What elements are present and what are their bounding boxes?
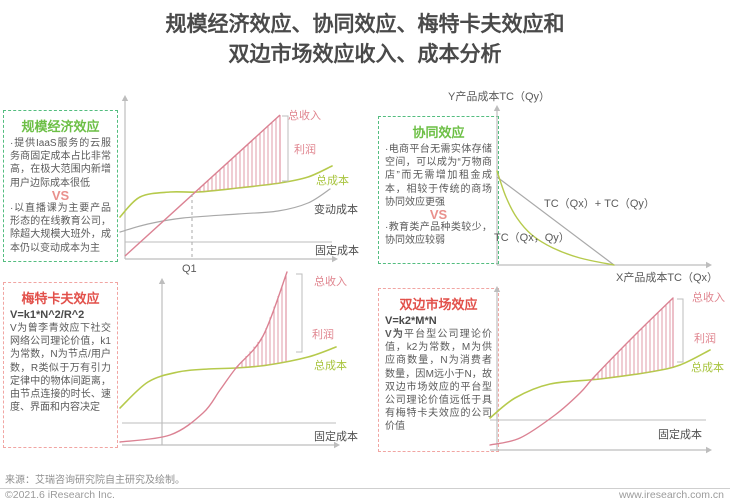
footer-bottom-row: ©2021.6 iResearch Inc. www.iresearch.com… (0, 487, 730, 501)
label-total-cost: 总成本 (316, 175, 349, 187)
label-tc-sum: TC（Qx）+ TC（Qy） (544, 198, 655, 210)
panel-metcalfe-formula: V=k1*N^2/R^2 (10, 309, 85, 321)
chart-two-sided-market: 总收入 利润 总成本 固定成本 (420, 280, 730, 472)
footer-copyright: ©2021.6 iResearch Inc. (5, 489, 115, 501)
page-title: 规模经济效应、协同效应、梅特卡夫效应和 双边市场效应收入、成本分析 (0, 10, 730, 71)
panel-metcalfe-body: V为曾李青效应下社交网络公司理论价值，k1为常数，N为节点/用户数，R类似于万有… (10, 323, 111, 414)
two-sided-market-diagram-svg (489, 286, 712, 454)
label-profit: 利润 (294, 144, 316, 156)
panel-metcalfe-title: 梅特卡夫效应 (21, 291, 100, 306)
chart-synergy: Y产品成本TC（Qy） TC（Qx）+ TC（Qy） TC（Qx，Qy） X产品… (420, 85, 730, 290)
label-total-cost: 总成本 (314, 360, 347, 372)
label-total-cost: 总成本 (691, 362, 724, 374)
label-fixed-cost: 固定成本 (658, 429, 702, 441)
vs-label: VS (429, 206, 448, 222)
footer-site: www.iresearch.com.cn (618, 489, 724, 501)
panel-bilateral-body-bold: V为 (385, 329, 404, 340)
label-tc-joint: TC（Qx，Qy） (494, 232, 570, 244)
page-title-line1: 规模经济效应、协同效应、梅特卡夫效应和 (165, 13, 565, 36)
synergy-diagram-svg (493, 105, 712, 269)
footer-source-row: 来源：艾瑞咨询研究院自主研究及绘制。 (0, 471, 730, 489)
panel-scale-economy-bullet1: ·提供IaaS服务的云服务商固定成本占比非常高，在极大范围内新增用户边际成本很低 (10, 138, 111, 189)
scale-economy-diagram-svg (119, 95, 338, 263)
panel-metcalfe: 梅特卡夫效应 V=k1*N^2/R^2 V为曾李青效应下社交网络公司理论价值，k… (3, 282, 118, 448)
panel-synergy-title: 协同效应 (412, 125, 465, 140)
label-profit: 利润 (694, 333, 716, 345)
label-fixed-cost: 固定成本 (314, 431, 358, 443)
vs-label: VS (51, 187, 70, 203)
panel-bilateral-formula: V=k2*M*N (385, 315, 437, 327)
label-q1: Q1 (182, 263, 197, 275)
label-y-axis: Y产品成本TC（Qy） (448, 91, 551, 103)
label-fixed-cost: 固定成本 (315, 245, 359, 257)
panel-synergy-bullet1: ·电商平台无需实体存储空间，可以成为“万物商店”而无需增加租金成本，相较于传统的… (385, 144, 492, 208)
metcalfe-diagram-svg (119, 271, 340, 449)
label-variable-cost: 变动成本 (314, 204, 358, 216)
panel-bilateral-market: 双边市场效应 V=k2*M*N V为平台型公司理论价值，k2为常数，M为供应商数… (378, 288, 499, 452)
panel-bilateral-title: 双边市场效应 (399, 297, 478, 312)
footer-source: 来源：艾瑞咨询研究院自主研究及绘制。 (5, 475, 185, 486)
label-x-axis: X产品成本TC（Qx） (616, 272, 719, 284)
panel-scale-economy: 规模经济效应 ·提供IaaS服务的云服务商固定成本占比非常高，在极大范围内新增用… (3, 110, 118, 262)
label-total-revenue: 总收入 (314, 276, 347, 288)
label-profit: 利润 (312, 329, 334, 341)
panel-scale-economy-bullet2: ·以直播课为主要产品形态的在线教育公司，除超大规模大班外，成本仍以变动成本为主 (10, 203, 111, 254)
panel-bilateral-body-text: 平台型公司理论价值，k2为常数，M为供应商数量，N为消费者数量，因M远小于N，故… (385, 329, 493, 433)
panel-synergy-bullet2: ·教育类产品种类较少，协同效应较弱 (385, 222, 492, 247)
panel-scale-economy-title: 规模经济效应 (21, 119, 100, 134)
panel-synergy: 协同效应 ·电商平台无需实体存储空间，可以成为“万物商店”而无需增加租金成本，相… (378, 116, 499, 264)
chart-metcalfe: 总收入 利润 总成本 固定成本 (118, 268, 358, 468)
panel-bilateral-body: V为平台型公司理论价值，k2为常数，M为供应商数量，N为消费者数量，因M远小于N… (385, 328, 492, 434)
chart-scale-economy: 总收入 利润 总成本 变动成本 固定成本 Q1 (118, 85, 359, 287)
label-total-revenue: 总收入 (288, 110, 321, 122)
page-title-line2: 双边市场效应收入、成本分析 (228, 43, 502, 67)
label-total-revenue: 总收入 (692, 292, 725, 304)
